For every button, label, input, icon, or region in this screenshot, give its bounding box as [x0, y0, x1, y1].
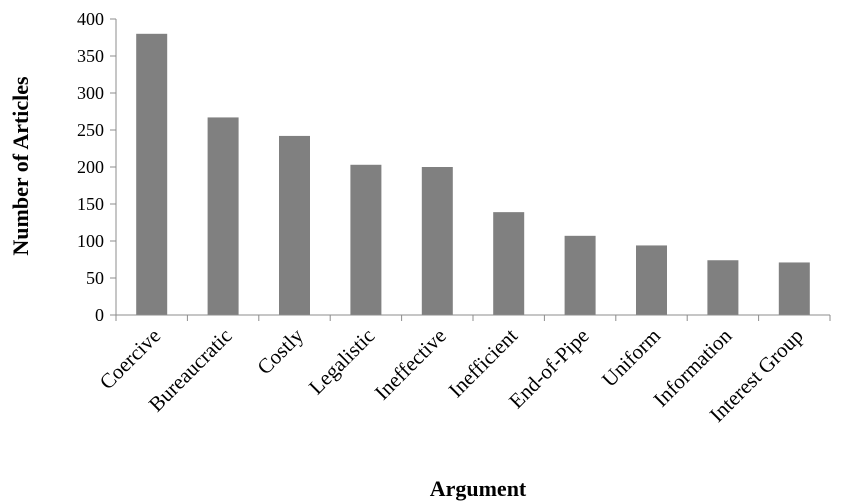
y-tick-label-50: 50	[86, 268, 104, 288]
y-axis-ticks	[110, 18, 116, 316]
bar-interest-group	[778, 262, 810, 315]
bar-coercive	[136, 33, 168, 316]
y-tick-label-150: 150	[77, 194, 104, 214]
y-axis-title: Number of Articles	[8, 76, 33, 256]
x-tick-label-coercive: Coercive	[95, 324, 166, 395]
bar-uniform	[636, 245, 667, 315]
x-tick-label-uniform: Uniform	[597, 324, 665, 392]
x-tick-label-legalistic: Legalistic	[304, 324, 380, 400]
bar-legalistic	[350, 164, 382, 315]
y-tick-label-100: 100	[77, 231, 104, 251]
y-tick-label-350: 350	[77, 46, 104, 66]
bar-bureaucratic	[207, 117, 239, 315]
y-tick-label-400: 400	[77, 9, 104, 29]
bars	[136, 33, 810, 316]
y-axis-tick-labels: 0 50 100 150 200 250 300 350 400	[77, 9, 104, 325]
bar-end-of-pipe	[564, 235, 596, 315]
y-tick-label-0: 0	[95, 305, 104, 325]
y-tick-label-300: 300	[77, 83, 104, 103]
x-tick-label-costly: Costly	[252, 323, 308, 379]
y-tick-label-200: 200	[77, 157, 104, 177]
x-tick-label-ineffective: Ineffective	[370, 324, 451, 405]
bar-information	[707, 260, 739, 315]
bar-inefficient	[493, 212, 525, 315]
x-axis-title: Argument	[430, 476, 527, 501]
bar-costly	[279, 135, 310, 315]
bar-ineffective	[421, 167, 453, 315]
y-tick-label-250: 250	[77, 120, 104, 140]
x-axis-ticks	[115, 315, 831, 321]
